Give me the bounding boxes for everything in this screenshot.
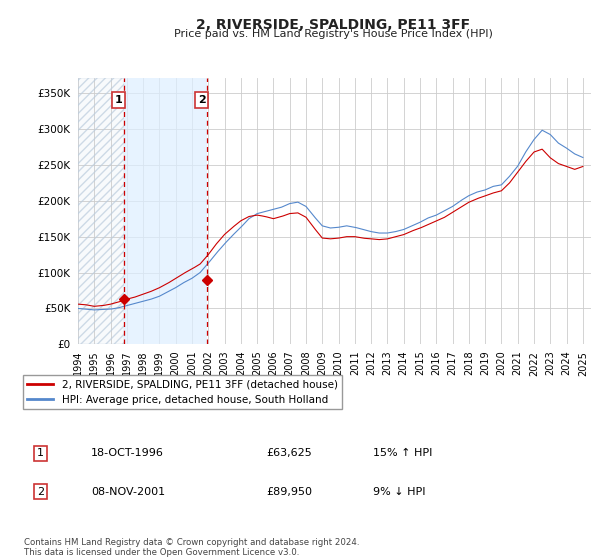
Bar	[78, 78, 124, 344]
Text: 2: 2	[37, 487, 44, 497]
Text: £89,950: £89,950	[266, 487, 312, 497]
Text: 1: 1	[115, 95, 122, 105]
Text: 15% ↑ HPI: 15% ↑ HPI	[373, 449, 433, 459]
Text: 18-OCT-1996: 18-OCT-1996	[91, 449, 164, 459]
Text: 1: 1	[37, 449, 44, 459]
Text: 2: 2	[198, 95, 206, 105]
Text: Price paid vs. HM Land Registry's House Price Index (HPI): Price paid vs. HM Land Registry's House …	[173, 29, 493, 39]
Text: £63,625: £63,625	[266, 449, 312, 459]
Text: 9% ↓ HPI: 9% ↓ HPI	[373, 487, 426, 497]
Legend: 2, RIVERSIDE, SPALDING, PE11 3FF (detached house), HPI: Average price, detached : 2, RIVERSIDE, SPALDING, PE11 3FF (detach…	[23, 375, 342, 409]
Text: Contains HM Land Registry data © Crown copyright and database right 2024.
This d: Contains HM Land Registry data © Crown c…	[24, 538, 359, 557]
Text: 08-NOV-2001: 08-NOV-2001	[91, 487, 166, 497]
Bar	[124, 78, 206, 344]
Bar	[78, 78, 124, 344]
Text: 2, RIVERSIDE, SPALDING, PE11 3FF: 2, RIVERSIDE, SPALDING, PE11 3FF	[196, 18, 470, 32]
